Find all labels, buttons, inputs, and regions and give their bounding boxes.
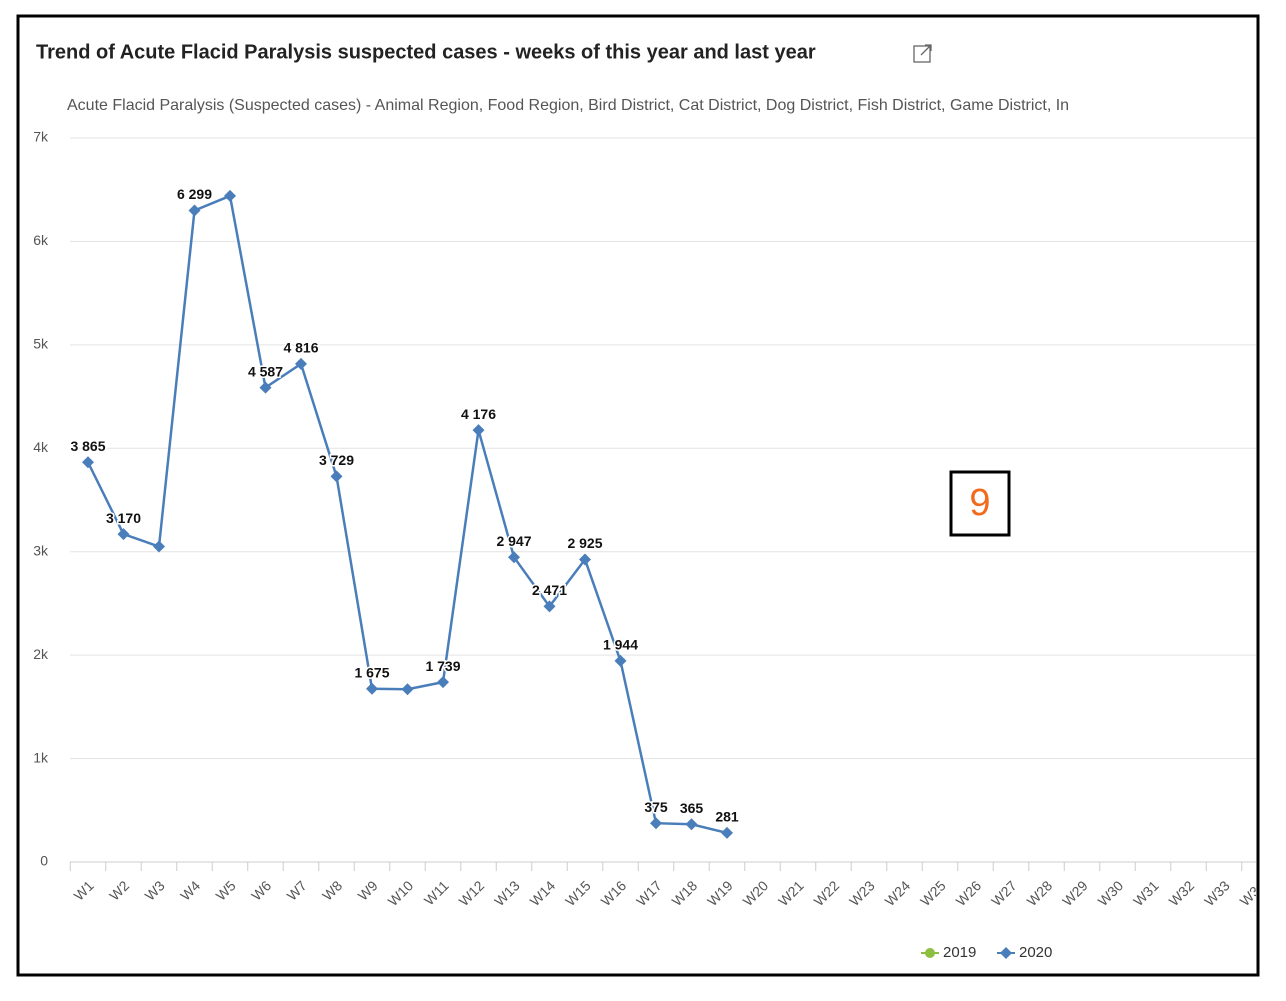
data-point <box>472 424 485 437</box>
chart-title: Trend of Acute Flacid Paralysis suspecte… <box>36 41 816 63</box>
data-label: 1 944 <box>603 637 638 653</box>
legend-marker <box>925 948 935 958</box>
data-label: 3 865 <box>70 438 105 454</box>
legend-label: 2020 <box>1019 944 1052 961</box>
y-tick-label: 1k <box>33 749 49 765</box>
data-point <box>188 204 201 217</box>
y-tick-label: 0 <box>40 853 48 869</box>
data-point <box>685 818 698 831</box>
data-point <box>401 683 414 696</box>
data-label: 4 176 <box>461 406 496 422</box>
data-point <box>650 817 662 830</box>
y-tick-label: 3k <box>33 542 49 558</box>
data-point <box>259 381 272 394</box>
data-point <box>117 528 130 541</box>
data-label: 2 947 <box>496 533 531 549</box>
frame <box>16 14 1260 977</box>
data-point <box>543 600 556 613</box>
y-tick-label: 6k <box>33 232 49 248</box>
legend-label: 2019 <box>943 944 976 961</box>
data-label: 3 170 <box>106 510 141 526</box>
data-point <box>508 551 520 564</box>
data-label: 281 <box>715 809 739 825</box>
chart-subtitle: Acute Flacid Paralysis (Suspected cases)… <box>67 97 1069 114</box>
data-point <box>153 540 165 553</box>
data-label: 365 <box>680 800 704 816</box>
data-point <box>437 676 449 689</box>
data-label: 2 471 <box>532 582 567 598</box>
data-label: 4 587 <box>248 363 283 379</box>
annotation-box <box>949 470 1011 537</box>
y-tick-label: 7k <box>33 129 49 145</box>
data-point <box>614 654 627 667</box>
data-point <box>579 553 591 566</box>
annotation: 9 <box>969 482 990 524</box>
data-label: 2 925 <box>567 535 602 551</box>
y-tick-label: 4k <box>33 439 49 455</box>
data-label: 375 <box>644 799 668 815</box>
data-point <box>721 826 733 839</box>
y-tick-label: 5k <box>33 336 49 352</box>
data-point <box>82 456 94 469</box>
data-label: 1 675 <box>354 664 389 680</box>
y-tick-label: 2k <box>33 646 49 662</box>
data-label: 6 299 <box>177 186 212 202</box>
data-point <box>224 189 236 202</box>
data-point <box>330 470 343 483</box>
data-label: 1 739 <box>425 658 460 674</box>
external-link-icon[interactable] <box>913 44 932 63</box>
legend-marker <box>1000 947 1012 959</box>
data-label: 4 816 <box>283 340 318 356</box>
data-label: 3 729 <box>319 452 354 468</box>
data-point <box>366 682 378 695</box>
data-point <box>295 357 307 370</box>
